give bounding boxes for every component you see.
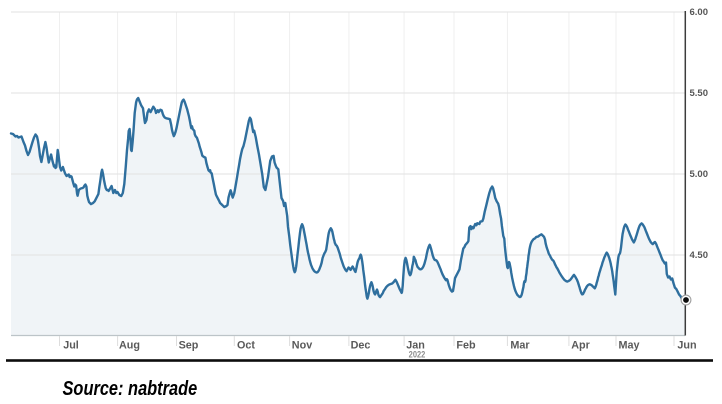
- svg-text:Jan: Jan: [406, 339, 425, 351]
- svg-text:2022: 2022: [409, 350, 426, 360]
- svg-text:Mar: Mar: [510, 339, 530, 351]
- svg-text:May: May: [618, 339, 639, 351]
- svg-text:6.00: 6.00: [690, 7, 709, 18]
- svg-text:Aug: Aug: [119, 339, 140, 351]
- svg-text:Source: nabtrade: Source: nabtrade: [63, 376, 198, 399]
- svg-text:Feb: Feb: [456, 339, 476, 351]
- svg-text:5.00: 5.00: [690, 169, 709, 180]
- svg-text:Nov: Nov: [292, 339, 312, 351]
- svg-text:Jul: Jul: [63, 339, 79, 351]
- svg-text:Dec: Dec: [351, 339, 371, 351]
- svg-text:Oct: Oct: [237, 339, 255, 351]
- svg-text:5.50: 5.50: [690, 88, 709, 99]
- svg-text:4.50: 4.50: [690, 250, 709, 261]
- svg-text:Jun: Jun: [677, 339, 696, 351]
- svg-text:Apr: Apr: [571, 339, 590, 351]
- svg-text:Sep: Sep: [179, 339, 199, 351]
